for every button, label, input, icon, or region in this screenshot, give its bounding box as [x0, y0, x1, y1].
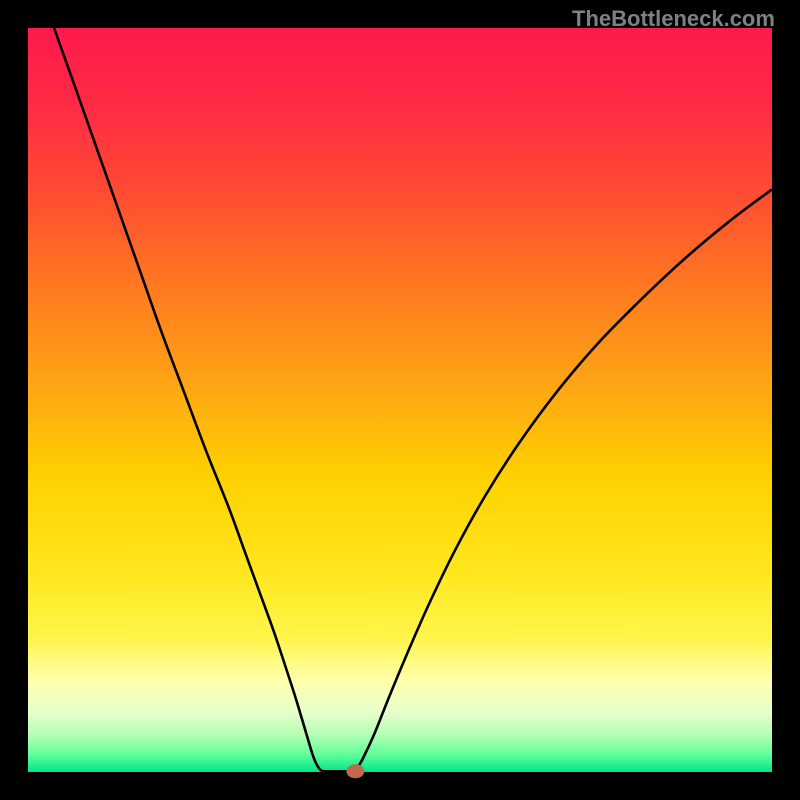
left-curve	[54, 28, 323, 771]
right-curve	[355, 189, 772, 771]
watermark-text: TheBottleneck.com	[572, 6, 775, 32]
chart-container: TheBottleneck.com	[0, 0, 800, 800]
bottleneck-curve	[28, 28, 772, 772]
optimal-point-marker	[346, 764, 364, 778]
plot-frame	[28, 28, 772, 772]
